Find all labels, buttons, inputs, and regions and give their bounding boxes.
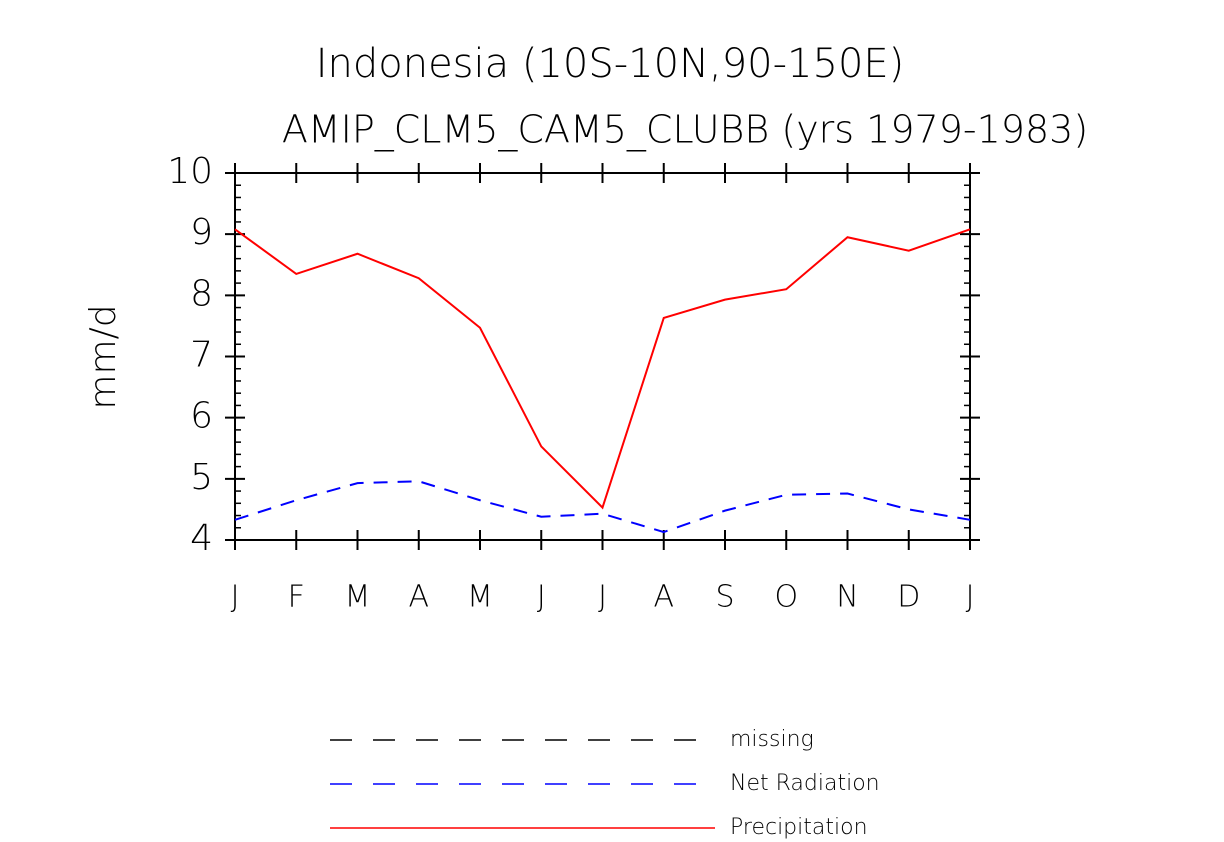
y-axis-label: mm/d xyxy=(83,304,124,409)
x-tick-label: J xyxy=(966,580,975,615)
y-tick-label: 8 xyxy=(190,273,213,314)
x-tick-label: J xyxy=(598,580,607,615)
x-tick-label: O xyxy=(774,580,798,615)
chart-subtitle: AMIP_CLM5_CAM5_CLUBB (yrs 1979-1983) xyxy=(282,108,1088,153)
y-tick-label: 6 xyxy=(190,396,213,437)
x-tick-label: D xyxy=(897,580,920,615)
x-tick-label: S xyxy=(715,580,734,615)
x-tick-label: M xyxy=(345,580,371,615)
x-tick-label: J xyxy=(231,580,240,615)
legend-label: missing xyxy=(730,727,814,752)
series-line xyxy=(234,480,971,534)
series-line xyxy=(234,228,971,510)
x-tick-label: A xyxy=(408,580,429,615)
legend-label: Net Radiation xyxy=(730,771,880,796)
legend-label: Precipitation xyxy=(730,815,868,840)
y-tick-label: 9 xyxy=(190,212,213,253)
x-tick-label: F xyxy=(288,580,305,615)
plot-frame xyxy=(234,172,971,541)
x-tick-label: A xyxy=(653,580,674,615)
x-tick-label: M xyxy=(467,580,493,615)
y-tick-label: 10 xyxy=(167,151,213,192)
y-tick-label: 7 xyxy=(190,335,213,376)
x-tick-label: N xyxy=(836,580,858,615)
y-tick-label: 5 xyxy=(190,457,213,498)
x-tick-label: J xyxy=(537,580,546,615)
y-tick-label: 4 xyxy=(190,518,213,559)
chart-title: Indonesia (10S-10N,90-150E) xyxy=(316,41,905,87)
